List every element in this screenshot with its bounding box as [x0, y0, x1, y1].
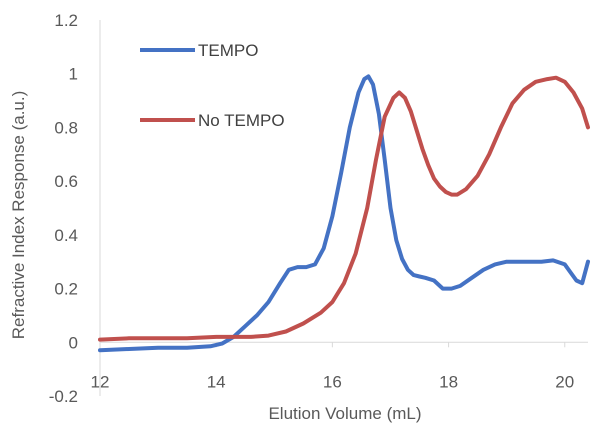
axes-layer: -0.2 0 0.2 0.4 0.6 0.8 1 1.2 12 14 16 18 20 — [49, 11, 588, 406]
y-tick-label: -0.2 — [49, 387, 78, 406]
x-tick-label: 20 — [555, 372, 574, 391]
y-tick-label: 0.6 — [54, 172, 78, 191]
x-tick-label: 12 — [91, 372, 110, 391]
y-axis-title: Refractive Index Response (a.u.) — [9, 91, 28, 340]
x-tick-label: 18 — [439, 372, 458, 391]
y-tick-label: 1.2 — [54, 11, 78, 30]
series-line-no-tempo — [98, 75, 590, 342]
x-axis-title: Elution Volume (mL) — [268, 404, 421, 423]
series-layer — [98, 74, 590, 353]
legend-label: TEMPO — [198, 41, 258, 60]
series-line-tempo — [98, 74, 590, 353]
x-tick-label: 14 — [207, 372, 226, 391]
legend-label: No TEMPO — [198, 111, 285, 130]
y-tick-label: 0.8 — [54, 118, 78, 137]
x-tick-label: 16 — [323, 372, 342, 391]
legend: TEMPO No TEMPO — [140, 41, 285, 130]
y-tick-label: 1 — [69, 65, 78, 84]
y-tick-label: 0 — [69, 333, 78, 352]
y-tick-label: 0.2 — [54, 280, 78, 299]
y-tick-label: 0.4 — [54, 226, 78, 245]
